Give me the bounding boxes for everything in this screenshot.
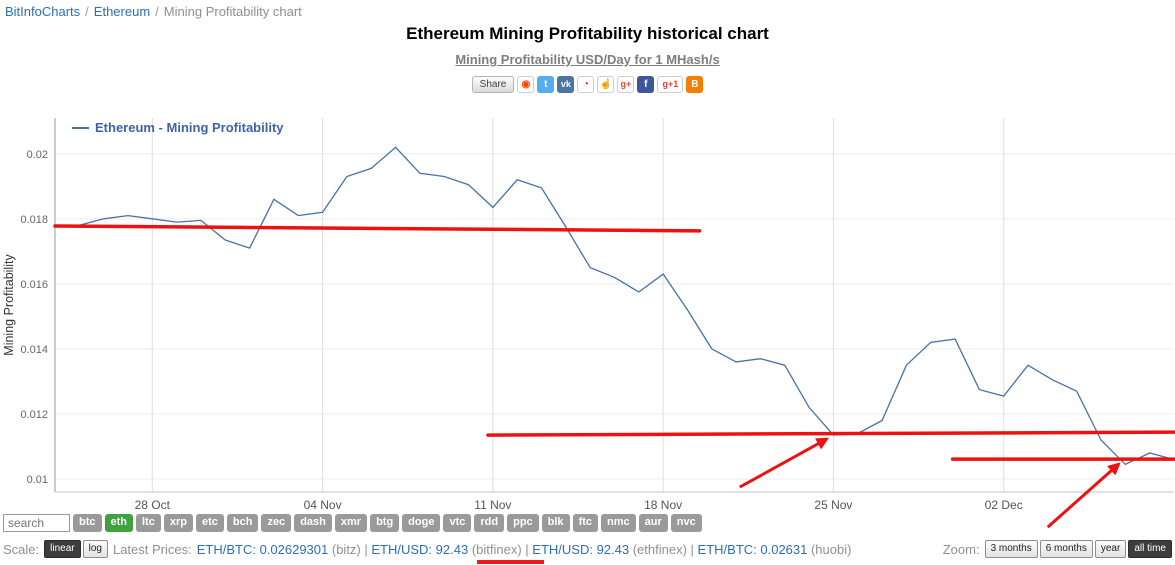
zoom-label: Zoom: bbox=[942, 541, 980, 557]
coin-button-xmr[interactable]: xmr bbox=[334, 514, 368, 532]
y-tick-label: 0.01 bbox=[27, 474, 48, 486]
coin-button-blk[interactable]: blk bbox=[541, 514, 570, 532]
like-icon[interactable]: ☝ bbox=[597, 76, 615, 93]
coin-button-ftc[interactable]: ftc bbox=[572, 514, 599, 532]
zoom-3-months-button[interactable]: 3 months bbox=[984, 540, 1038, 558]
price-exchange: (bitz) bbox=[328, 541, 361, 557]
coin-button-etc[interactable]: etc bbox=[195, 514, 224, 532]
x-tick-label: 02 Dec bbox=[985, 498, 1023, 512]
price-link[interactable]: ETH/BTC: 0.02631 bbox=[697, 541, 808, 557]
y-tick-label: 0.014 bbox=[20, 344, 48, 356]
coin-button-dash[interactable]: dash bbox=[294, 514, 332, 532]
coin-toolbar: btcethltcxrpetcbchzecdashxmrbtgdogevtcrd… bbox=[3, 514, 702, 532]
y-axis-title: Mining Profitability bbox=[2, 254, 16, 356]
search-input[interactable] bbox=[3, 514, 70, 532]
x-tick-label: 18 Nov bbox=[644, 498, 682, 512]
coin-button-ppc[interactable]: ppc bbox=[507, 514, 539, 532]
zoom-controls: Zoom: 3 months 6 months year all time bbox=[943, 540, 1172, 558]
gplus-one-icon[interactable]: g+1 bbox=[657, 76, 684, 93]
zoom-year-button[interactable]: year bbox=[1094, 540, 1127, 558]
gplus-icon[interactable]: g+ bbox=[617, 76, 635, 93]
legend-line-swatch bbox=[72, 126, 89, 129]
twitter-icon[interactable]: t bbox=[537, 76, 555, 93]
coin-button-zec[interactable]: zec bbox=[261, 514, 292, 532]
coin-button-bch[interactable]: bch bbox=[226, 514, 259, 532]
scale-linear-button[interactable]: linear bbox=[44, 540, 81, 558]
bottom-red-banner-edge bbox=[477, 560, 544, 564]
scale-buttons: linear log bbox=[44, 540, 108, 558]
trend-line bbox=[53, 224, 702, 233]
coin-button-rdd[interactable]: rdd bbox=[474, 514, 505, 532]
price-list: ETH/BTC: 0.02629301 (bitz) | ETH/USD: 92… bbox=[197, 542, 852, 557]
coin-button-btc[interactable]: btc bbox=[73, 514, 102, 532]
chart-legend[interactable]: Ethereum - Mining Profitability bbox=[72, 120, 284, 135]
coin-button-nvc[interactable]: nvc bbox=[670, 514, 702, 532]
coin-button-nmc[interactable]: nmc bbox=[601, 514, 636, 532]
annotation-arrow bbox=[739, 437, 830, 489]
reddit-icon[interactable]: ◉ bbox=[517, 76, 535, 93]
legend-label: Ethereum - Mining Profitability bbox=[95, 120, 284, 135]
annotation-arrow bbox=[1046, 462, 1121, 529]
zoom-6-months-button[interactable]: 6 months bbox=[1039, 540, 1093, 558]
profitability-series bbox=[54, 146, 1175, 466]
coin-button-btg[interactable]: btg bbox=[370, 514, 400, 532]
x-tick-label: 28 Oct bbox=[135, 498, 171, 512]
price-exchange: (bitfinex) bbox=[468, 541, 522, 557]
coin-button-vtc[interactable]: vtc bbox=[443, 514, 472, 532]
x-tick-label: 04 Nov bbox=[304, 498, 342, 512]
chart-subtitle-link[interactable]: Mining Profitability USD/Day for 1 MHash… bbox=[455, 52, 720, 67]
breadcrumb: BitInfoCharts / Ethereum / Mining Profitabil… bbox=[5, 4, 302, 19]
scale-label: Scale: bbox=[3, 541, 40, 557]
share-row: Share ◉ t vk ◔ ☝ g+ f g+1 B bbox=[0, 76, 1175, 93]
zoom-buttons: 3 months 6 months year all time bbox=[984, 540, 1172, 558]
vk-icon[interactable]: vk bbox=[557, 76, 575, 93]
facebook-icon[interactable]: f bbox=[637, 76, 655, 93]
breadcrumb-current: Mining Profitability chart bbox=[163, 4, 302, 19]
breadcrumb-home-link[interactable]: BitInfoCharts bbox=[5, 4, 81, 19]
coin-button-xrp[interactable]: xrp bbox=[163, 514, 193, 532]
scale-log-button[interactable]: log bbox=[82, 540, 108, 558]
coin-button-aur[interactable]: aur bbox=[638, 514, 668, 532]
coin-button-eth[interactable]: eth bbox=[104, 514, 133, 532]
bottom-toolbar: Scale: linear log Latest Prices: ETH/BTC:… bbox=[3, 540, 1172, 558]
latest-prices-label: Latest Prices: bbox=[112, 541, 192, 557]
zoom-all-time-button[interactable]: all time bbox=[1128, 540, 1172, 558]
price-link[interactable]: ETH/USD: 92.43 bbox=[532, 541, 630, 557]
price-link[interactable]: ETH/USD: 92.43 bbox=[371, 541, 469, 557]
y-tick-label: 0.02 bbox=[27, 149, 48, 161]
x-tick-label: 25 Nov bbox=[814, 498, 852, 512]
price-separator: | bbox=[686, 541, 698, 557]
breadcrumb-separator: / bbox=[85, 4, 89, 19]
y-tick-label: 0.012 bbox=[20, 409, 48, 421]
x-tick-label: 11 Nov bbox=[474, 498, 511, 512]
coin-buttons: btc eth ltc xrp etc bch zec dash xmr btg doge vtc rd… bbox=[73, 514, 702, 532]
page-title: Ethereum Mining Profitability historical… bbox=[406, 24, 769, 43]
trend-line bbox=[486, 430, 1175, 437]
breadcrumb-separator: / bbox=[155, 4, 159, 19]
weibo-icon[interactable]: ◔ bbox=[577, 76, 595, 93]
price-exchange: (huobi) bbox=[807, 541, 852, 557]
price-exchange: (ethfinex) bbox=[629, 541, 687, 557]
blogger-icon[interactable]: B bbox=[686, 76, 704, 93]
coin-button-doge[interactable]: doge bbox=[402, 514, 441, 532]
price-link[interactable]: ETH/BTC: 0.02629301 bbox=[196, 541, 329, 557]
y-tick-label: 0.016 bbox=[20, 279, 48, 291]
coin-button-ltc[interactable]: ltc bbox=[136, 514, 161, 532]
breadcrumb-coin-link[interactable]: Ethereum bbox=[93, 4, 151, 19]
y-tick-label: 0.018 bbox=[20, 214, 48, 226]
price-separator: | bbox=[521, 541, 533, 557]
share-button[interactable]: Share bbox=[471, 76, 515, 93]
price-separator: | bbox=[360, 541, 372, 557]
